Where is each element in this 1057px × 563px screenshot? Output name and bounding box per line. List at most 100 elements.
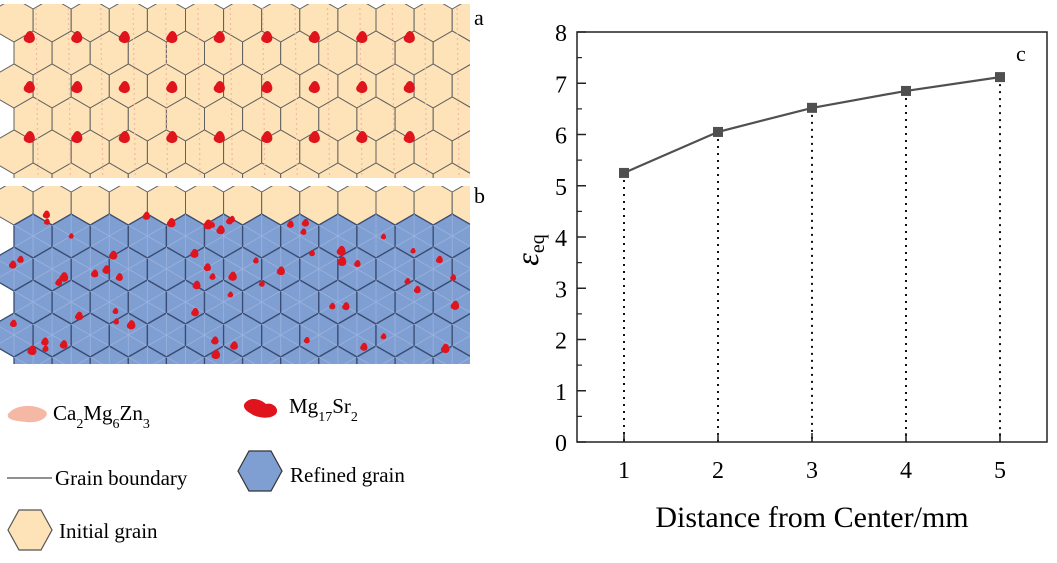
mg17sr2-particle [113,318,119,325]
mg17sr2-particle [286,220,294,228]
mg17sr2-particle [380,233,387,240]
subgrain-boundary [643,324,681,346]
mg17sr2-particle [276,266,285,276]
panel-c-label: c [1016,41,1026,66]
initial-grain [643,0,681,42]
subgrain-boundary [452,269,470,281]
mg17sr2-particle [191,307,199,317]
refined-grain [624,280,662,324]
initial-grain [186,379,224,423]
mg17sr2-particle [203,263,211,272]
subgrain-boundary [662,291,700,313]
subgrain-boundary [382,356,396,364]
mg17sr2-particle [23,80,35,94]
mg17sr2-particle [356,30,368,44]
initial-grain [490,64,528,108]
subgrain-boundary [471,357,509,379]
subgrain-boundary [204,356,218,364]
x-axis-title: Distance from Center/mm [655,501,968,534]
series-layer [619,72,1005,178]
initial-grain [605,379,643,423]
initial-grain [567,379,605,423]
mg17sr2-particle [356,80,368,94]
ca2mg6zn3-trace [522,8,524,175]
mg17sr2-particle [403,130,415,144]
mg17sr2-particle [216,225,225,235]
mg17sr2-particle [108,250,118,260]
initial-grain [452,379,490,423]
subgrain-boundary [509,357,547,379]
subgrain-boundary [586,225,624,247]
mg17sr2-particle [9,319,17,328]
refined-grain [586,346,624,390]
y-tick-label: 2 [555,329,567,355]
subgrain-boundary [605,258,643,280]
refined-grain [662,346,700,390]
subgrain-boundary [490,324,528,346]
mg17sr2-particle [71,80,83,94]
initial-grain [567,130,605,174]
mg17sr2-particle [203,219,213,230]
subgrain-boundary [166,356,180,364]
mg17sr2-particle [258,280,265,287]
subgrain-boundary [51,356,66,364]
subgrain-boundary [452,323,470,335]
mg17sr2-particle [112,307,119,315]
subgrain-boundary [13,356,27,364]
initial-grain [586,31,624,75]
ca2mg6zn3-trace [489,8,491,175]
refined-grain [624,346,662,390]
initial-grain [280,162,320,178]
subgrain-boundary [586,357,624,379]
y-tick-label: 3 [555,277,567,303]
initial-grain [586,97,624,141]
data-point [995,72,1005,83]
refined-grain [586,214,624,258]
mg17sr2-particle [308,130,320,144]
mg17sr2-particle [308,30,320,44]
y-tick-label: 1 [555,380,567,406]
mg17sr2-particle [27,345,37,356]
initial-grain [624,97,662,141]
subgrain-boundary [586,291,624,313]
mg17sr2-particle [102,265,111,274]
mg17sr2-particle [192,280,201,290]
refined-grain-label: Refined grain [290,463,405,487]
initial-grain [567,0,605,42]
subgrain-boundary [567,258,605,280]
refined-grain [509,346,547,390]
y-tick-label: 0 [555,431,567,457]
mg17sr2-particle [261,30,273,44]
subgrain-boundary [643,258,681,280]
mg17sr2-particle [213,130,225,144]
mg17sr2-particle [43,218,50,225]
initial-grain [605,64,643,108]
ca-phase-swatch-icon [7,405,47,423]
mg17sr2-particle [403,80,415,94]
initial-grain-hexagon-icon [7,509,53,551]
subgrain-boundary [509,291,547,313]
subgrain-boundary [586,291,624,313]
initial-grain [509,31,547,75]
initial-grain [586,163,624,207]
mg17sr2-particle [166,130,178,144]
mg-phase-label: Mg17Sr2 [289,394,358,425]
subgrain-boundary [458,357,470,364]
data-point [807,102,817,113]
refined-grain [662,214,700,258]
mg17sr2-particle [403,30,415,44]
subgrain-boundary [547,357,585,379]
x-tick-label: 5 [994,458,1006,484]
subgrain-boundary [567,324,605,346]
mg17sr2-particle [261,130,273,144]
mg17sr2-particle [59,340,68,349]
panel-b-schematic [0,186,700,423]
refined-grain [509,280,547,324]
x-tick-label: 4 [900,458,912,484]
drop-lines [623,77,1001,442]
initial-grain [509,163,547,207]
subgrain-boundary [624,225,662,247]
y-tick-label: 6 [555,124,567,150]
subgrain-boundary [624,225,662,247]
